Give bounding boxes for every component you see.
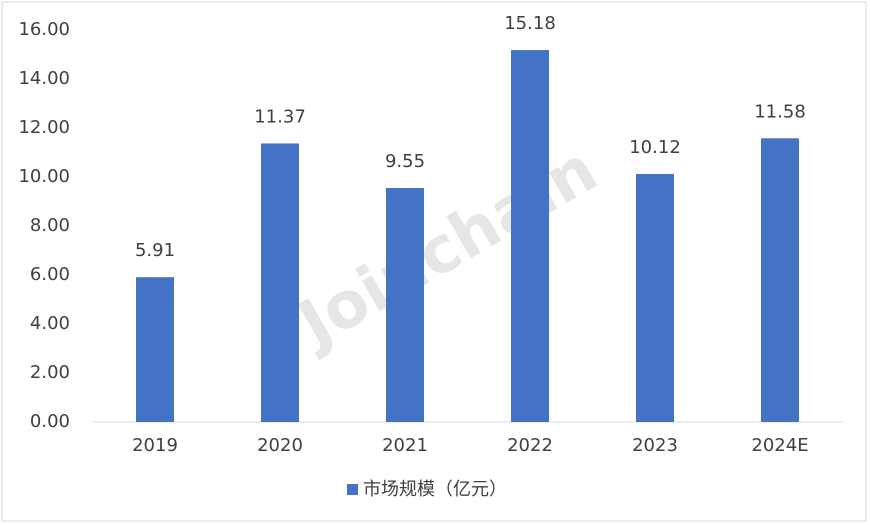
- y-tick-label: 2.00: [30, 362, 70, 383]
- data-label: 11.58: [754, 101, 806, 122]
- x-tick-label: 2020: [257, 435, 303, 456]
- legend-swatch: [347, 484, 358, 495]
- y-tick-label: 4.00: [30, 313, 70, 334]
- x-tick-label: 2024E: [751, 435, 808, 456]
- bar: [511, 50, 549, 423]
- data-label: 10.12: [629, 137, 681, 158]
- x-tick-label: 2022: [507, 435, 553, 456]
- x-tick-label: 2021: [382, 435, 428, 456]
- data-label: 9.55: [385, 151, 425, 172]
- y-tick-label: 8.00: [30, 215, 70, 236]
- y-tick-label: 10.00: [18, 166, 70, 187]
- x-tick-label: 2023: [632, 435, 678, 456]
- y-tick-label: 6.00: [30, 264, 70, 285]
- x-tick-label: 2019: [132, 435, 178, 456]
- bar: [636, 174, 674, 422]
- data-label: 11.37: [254, 106, 306, 127]
- bar: [261, 143, 299, 422]
- bar: [761, 138, 799, 423]
- legend-label: 市场规模（亿元）: [363, 479, 507, 500]
- data-label: 5.91: [135, 240, 175, 261]
- y-tick-label: 14.00: [18, 68, 70, 89]
- y-tick-label: 16.00: [18, 19, 70, 40]
- bar: [386, 188, 424, 422]
- y-tick-label: 0.00: [30, 411, 70, 432]
- bar: [136, 277, 174, 422]
- data-label: 15.18: [504, 13, 556, 34]
- y-tick-label: 12.00: [18, 117, 70, 138]
